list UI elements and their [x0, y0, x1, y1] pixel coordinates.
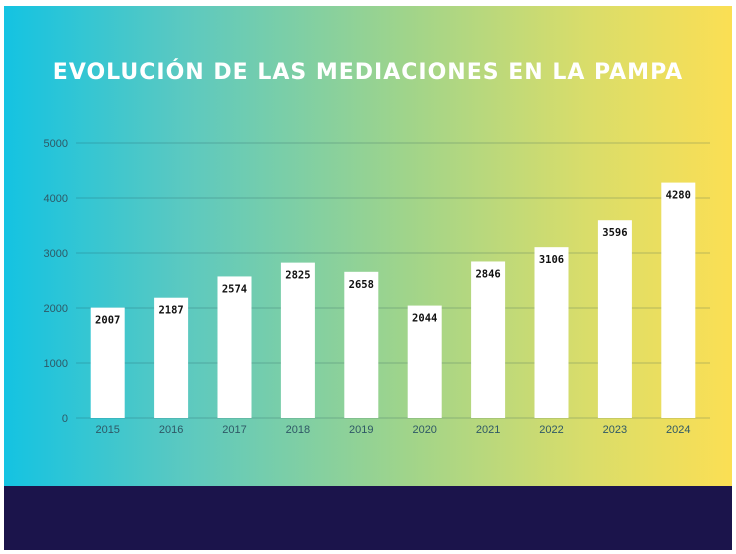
x-tick-label: 2019: [349, 424, 373, 436]
bar-2024: [661, 182, 696, 418]
bar-2020: [407, 305, 442, 418]
x-tick-label: 2024: [666, 424, 690, 436]
bar-value-label: 3106: [539, 254, 564, 266]
bar-2017: [217, 276, 252, 418]
bar-value-label: 2846: [475, 268, 500, 280]
bar-value-label: 2825: [285, 270, 310, 282]
bar-value-label: 3596: [602, 227, 627, 239]
footer-band: [4, 486, 732, 550]
bar-2018: [280, 262, 315, 418]
x-tick-label: 2018: [286, 424, 310, 436]
bar-2022: [534, 247, 569, 418]
chart-title: EVOLUCIÓN DE LAS MEDIACIONES EN LA PAMPA: [52, 60, 684, 85]
x-axis: 2015 2016 2017 2018 2019 2020 2021 2022 2023 2024: [95, 424, 690, 436]
x-tick-label: 2023: [603, 424, 627, 436]
bar-value-label: 2658: [349, 279, 374, 291]
bars: 2007 2187 2574 2825 2658 2044 2846 3106 3596 4280: [90, 182, 696, 418]
y-axis: 0 1000 2000 3000 4000 5000: [44, 138, 68, 425]
x-tick-label: 2015: [95, 424, 119, 436]
y-tick-label: 3000: [44, 248, 68, 260]
x-tick-label: 2016: [159, 424, 183, 436]
bar-value-label: 2187: [158, 305, 183, 317]
y-tick-label: 1000: [44, 358, 68, 370]
bar-2021: [471, 261, 506, 418]
bar-2023: [597, 220, 632, 418]
y-tick-label: 0: [62, 413, 68, 425]
bar-2019: [344, 271, 379, 418]
x-tick-label: 2017: [222, 424, 246, 436]
bar-2016: [154, 297, 189, 418]
y-tick-label: 4000: [44, 193, 68, 205]
bar-2015: [90, 307, 125, 418]
y-tick-label: 5000: [44, 138, 68, 150]
x-tick-label: 2020: [412, 424, 436, 436]
bar-value-label: 2044: [412, 313, 437, 325]
x-tick-label: 2021: [476, 424, 500, 436]
x-tick-label: 2022: [539, 424, 563, 436]
bar-value-label: 4280: [666, 190, 691, 202]
bar-value-label: 2574: [222, 283, 247, 295]
bar-value-label: 2007: [95, 315, 120, 327]
y-tick-label: 2000: [44, 303, 68, 315]
